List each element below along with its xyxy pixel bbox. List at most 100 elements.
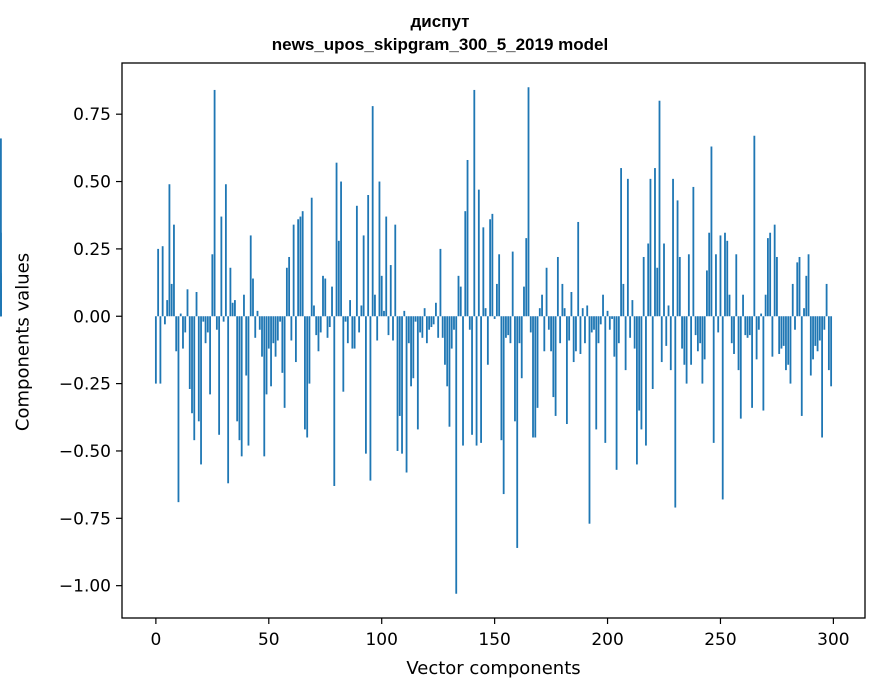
bar-17 [193, 316, 196, 441]
bar-191 [586, 305, 589, 317]
bar-40 [245, 316, 248, 376]
bar-56 [281, 316, 284, 373]
bar-35 [234, 300, 236, 317]
bar-164 [525, 238, 528, 317]
bar-105 [392, 316, 394, 341]
x-tick-label: 0 [150, 630, 161, 650]
y-tick-label: 0.50 [73, 173, 111, 193]
bar-77 [328, 316, 331, 328]
bar-31 [224, 184, 227, 317]
bar-121 [428, 316, 431, 330]
x-axis-ticks: 0 50 100 150 200 250 300 [150, 618, 850, 650]
bar-148 [489, 219, 492, 317]
bar-166 [529, 316, 532, 333]
bar-273 [771, 316, 774, 357]
bar-280 [787, 316, 790, 365]
bar-252 [724, 232, 726, 317]
bar-283 [794, 316, 796, 330]
bar-287 [803, 308, 805, 317]
bar-10 [177, 316, 180, 503]
bar-123 [432, 316, 435, 325]
bar-75 [324, 278, 327, 317]
bar-180 [561, 283, 564, 317]
bar-215 [640, 316, 643, 430]
bar-80 [335, 162, 338, 317]
bar-186 [575, 316, 577, 352]
bar-263 [748, 316, 751, 336]
bar-153 [500, 316, 503, 441]
bar-272 [769, 232, 772, 317]
bar-193 [590, 316, 593, 333]
bar-29 [220, 216, 223, 317]
bar-133 [455, 316, 458, 594]
bar-undefined [0, 289, 2, 317]
x-tick-label: 50 [258, 630, 280, 650]
bar-124 [435, 302, 437, 317]
bar-76 [326, 316, 329, 338]
bar-132 [453, 316, 455, 330]
bar-255 [730, 316, 733, 344]
bar-214 [638, 316, 641, 411]
bar-233 [681, 316, 683, 349]
bar-289 [807, 254, 810, 317]
bar-126 [439, 248, 442, 317]
plot-frame [121, 62, 866, 619]
bar-248 [715, 254, 717, 317]
bar-158 [511, 251, 514, 317]
x-tick-label: 250 [704, 630, 736, 650]
bar-74 [322, 275, 324, 317]
bar-292 [814, 316, 817, 346]
bar-268 [760, 313, 763, 317]
bar-21 [202, 316, 205, 322]
bar-28 [218, 316, 221, 435]
bar-237 [690, 316, 693, 365]
bar-7 [170, 283, 173, 317]
bar-217 [645, 316, 647, 446]
bar-85 [346, 316, 349, 344]
bar-242 [701, 316, 704, 384]
bar-44 [254, 316, 257, 338]
bar-271 [766, 238, 769, 317]
bar-138 [466, 159, 469, 317]
bar-249 [717, 316, 720, 333]
bar-279 [785, 316, 787, 371]
bar-43 [252, 278, 254, 317]
bar-152 [498, 254, 501, 317]
bar-285 [798, 256, 801, 317]
bar-265 [753, 135, 756, 317]
bar-69 [310, 197, 313, 317]
bar-45 [256, 310, 259, 317]
y-tick-label: −0.25 [59, 375, 111, 395]
bar-1 [157, 248, 160, 317]
bar-115 [414, 316, 417, 322]
bar-258 [737, 316, 740, 371]
y-tick-label: −1.00 [59, 577, 111, 597]
bar-219 [649, 178, 652, 317]
y-axis-label: Components values [12, 252, 34, 432]
bar-253 [726, 240, 729, 317]
bar-undefined [0, 232, 2, 317]
bar-24 [209, 316, 211, 395]
bar-199 [604, 316, 607, 443]
bar-19 [197, 316, 200, 422]
bar-218 [647, 243, 650, 317]
bar-82 [340, 181, 342, 317]
bar-2 [159, 316, 162, 384]
bar-92 [362, 235, 365, 317]
bar-261 [744, 316, 747, 336]
bar-94 [367, 195, 370, 317]
bar-210 [629, 316, 632, 338]
bar-5 [166, 300, 169, 317]
bar-239 [694, 316, 697, 336]
bar-122 [430, 316, 433, 328]
bar-235 [685, 316, 688, 384]
bar-230 [674, 316, 677, 508]
bar-39 [243, 294, 245, 317]
bar-46 [258, 316, 261, 330]
bar-195 [595, 316, 598, 430]
bar-184 [570, 292, 573, 317]
bar-114 [412, 316, 415, 379]
bar-194 [593, 316, 595, 330]
bar-267 [757, 316, 760, 330]
